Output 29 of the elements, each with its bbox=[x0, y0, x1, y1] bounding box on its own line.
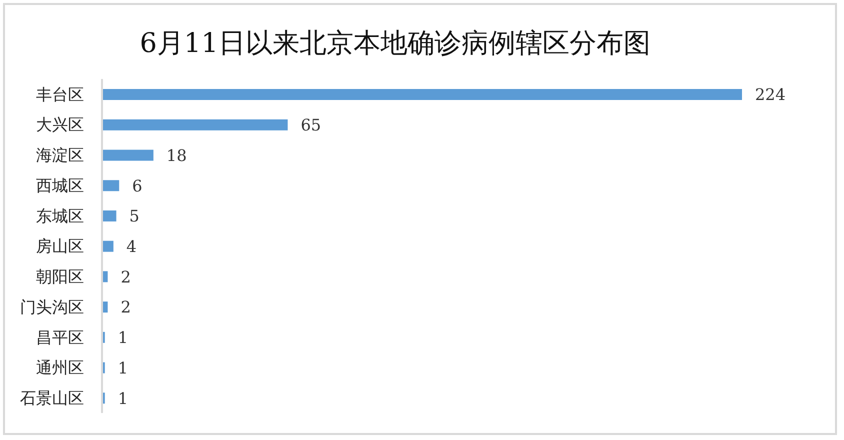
data-label: 5 bbox=[129, 206, 140, 226]
y-tick-label: 西城区 bbox=[36, 176, 84, 195]
bar bbox=[102, 150, 154, 161]
bar bbox=[102, 240, 114, 252]
y-tick-label: 房山区 bbox=[36, 236, 84, 256]
data-label: 1 bbox=[118, 328, 128, 348]
y-tick-label: 昌平区 bbox=[36, 328, 84, 347]
bar bbox=[102, 89, 742, 100]
bar bbox=[102, 210, 116, 222]
data-label: 1 bbox=[118, 388, 128, 408]
y-tick-label: 通州区 bbox=[36, 358, 84, 378]
data-label: 4 bbox=[126, 237, 137, 256]
y-tick-label: 东城区 bbox=[36, 206, 84, 226]
y-tick-label: 石景山区 bbox=[20, 388, 84, 408]
data-label: 2 bbox=[120, 267, 131, 286]
y-tick-label: 丰台区 bbox=[36, 84, 84, 104]
chart-title: 6月11日以来北京本地确诊病例辖区分布图 bbox=[138, 27, 652, 61]
y-tick-label: 门头沟区 bbox=[20, 297, 84, 316]
bar bbox=[102, 180, 120, 192]
y-tick-label: 大兴区 bbox=[36, 115, 84, 134]
bar bbox=[102, 119, 288, 130]
data-label: 1 bbox=[118, 358, 128, 378]
data-label: 65 bbox=[300, 116, 322, 135]
data-label: 6 bbox=[132, 176, 142, 196]
y-tick-label: 海淀区 bbox=[36, 146, 84, 165]
data-label: 18 bbox=[166, 146, 187, 165]
y-tick-label: 朝阳区 bbox=[36, 267, 84, 286]
data-label: 2 bbox=[120, 298, 131, 317]
data-label: 224 bbox=[755, 85, 786, 104]
